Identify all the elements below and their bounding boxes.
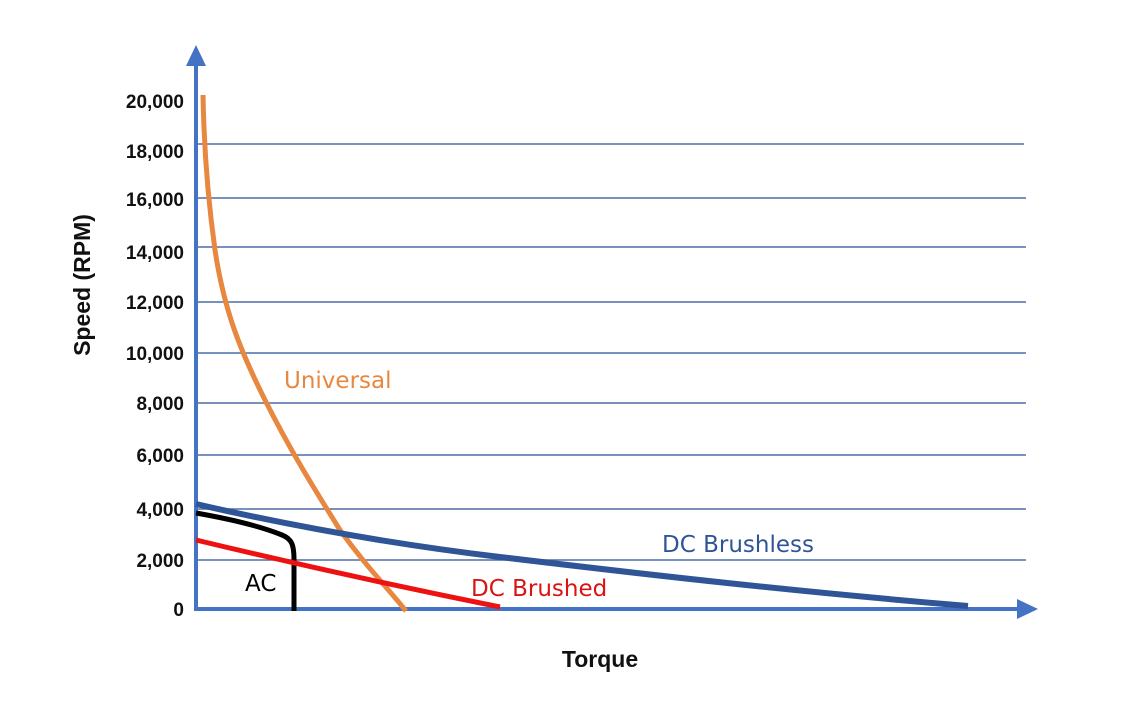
label-dc-brushless: DC Brushless	[662, 532, 814, 558]
axes	[186, 45, 1038, 619]
series-ac	[195, 510, 297, 611]
gridlines	[196, 143, 1026, 561]
series-dc-brushless	[195, 501, 969, 609]
series-universal	[200, 94, 408, 613]
y-tick: 20,000	[126, 92, 184, 113]
x-axis-title: Torque	[562, 646, 638, 672]
y-tick: 16,000	[126, 190, 184, 211]
label-universal: Universal	[284, 368, 392, 394]
y-axis-arrow-icon	[186, 45, 206, 66]
series-dc-brushed	[195, 537, 501, 610]
y-tick: 6,000	[136, 446, 184, 467]
label-dc-brushed: DC Brushed	[471, 576, 607, 602]
y-tick: 0	[173, 600, 184, 621]
y-tick: 14,000	[126, 243, 184, 264]
y-tick: 4,000	[136, 500, 184, 521]
y-tick-labels: 0 2,000 4,000 6,000 8,000 10,000 12,000 …	[126, 92, 184, 621]
y-tick: 10,000	[126, 344, 184, 365]
y-tick: 18,000	[126, 142, 184, 163]
y-axis-title: Speed (RPM)	[69, 214, 95, 356]
label-ac: AC	[245, 571, 276, 597]
y-tick: 12,000	[126, 293, 184, 314]
y-tick: 8,000	[136, 394, 184, 415]
y-tick: 2,000	[136, 551, 184, 572]
x-axis-arrow-icon	[1017, 599, 1038, 619]
